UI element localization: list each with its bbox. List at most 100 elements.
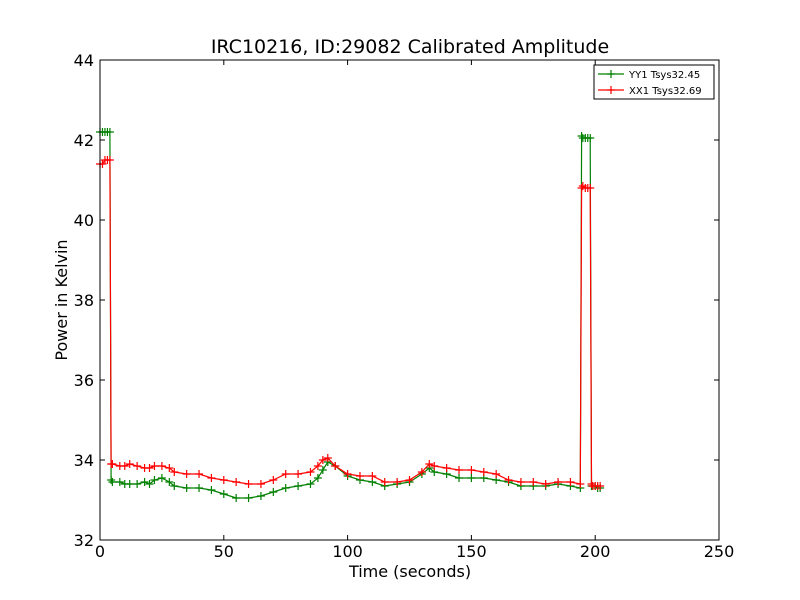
y-tick-label: 38 — [74, 291, 94, 310]
series-2 — [96, 156, 605, 490]
series-1-point — [467, 474, 476, 482]
series-1-point — [105, 128, 114, 136]
series-2-point — [442, 464, 451, 472]
series-1-point — [306, 480, 315, 488]
series-2-point — [479, 468, 488, 476]
series-2-point — [207, 474, 216, 482]
series-2-point — [586, 184, 595, 192]
series-2-point — [504, 476, 513, 484]
series-2-point — [425, 460, 434, 468]
x-tick-label: 200 — [580, 542, 611, 561]
series-1-point — [269, 488, 278, 496]
series-1-point — [313, 474, 322, 482]
y-tick-label: 44 — [74, 51, 94, 70]
series-2-point — [355, 472, 364, 480]
series-1-point — [294, 482, 303, 490]
legend-marker — [607, 86, 615, 94]
series-2-point — [294, 470, 303, 478]
legend-marker — [607, 70, 615, 78]
legend-entry-label: YY1 Tsys32.45 — [628, 70, 700, 81]
y-tick-label: 32 — [74, 531, 94, 550]
series-2-point — [125, 460, 134, 468]
series-1-point — [455, 474, 464, 482]
series-1-point — [281, 484, 290, 492]
series-2-point — [232, 478, 241, 486]
series-2-point — [554, 478, 563, 486]
series-2-point — [306, 468, 315, 476]
series-2-point — [145, 464, 154, 472]
plot-area — [96, 128, 605, 502]
series-2-point — [368, 472, 377, 480]
axis-ticks: 0 50 100 150 200 250 32 34 36 38 40 42 44 — [74, 51, 735, 561]
series-1-point — [125, 480, 134, 488]
series-2-point — [529, 478, 538, 486]
series-2-point — [165, 464, 174, 472]
series-2-point — [380, 478, 389, 486]
series-1-point — [108, 478, 117, 486]
series-1-point — [145, 480, 154, 488]
x-tick-label: 50 — [214, 542, 234, 561]
series-2-point — [541, 480, 550, 488]
series-1-point — [115, 478, 124, 486]
chart-title: IRC10216, ID:29082 Calibrated Amplitude — [211, 36, 609, 58]
series-1-point — [170, 482, 179, 490]
series-1-point — [256, 492, 265, 500]
series-2-point — [587, 480, 596, 488]
series-2-point — [133, 462, 142, 470]
series-2-point — [516, 478, 525, 486]
y-tick-label: 40 — [74, 211, 94, 230]
series-2-point — [170, 468, 179, 476]
series-2-point — [405, 476, 414, 484]
series-2-point — [576, 480, 585, 488]
series-1-point — [577, 132, 586, 140]
series-2-point — [281, 470, 290, 478]
series-1-point — [182, 484, 191, 492]
series-2-point — [343, 470, 352, 478]
series-1-point — [150, 476, 159, 484]
series-2-point — [313, 462, 322, 470]
series-2-point — [318, 456, 327, 464]
y-tick-label: 36 — [74, 371, 94, 390]
series-2-point — [150, 462, 159, 470]
legend-box — [593, 64, 715, 100]
series-1-point — [195, 484, 204, 492]
series-2-point — [323, 454, 332, 462]
series-1-point — [165, 478, 174, 486]
x-tick-label: 150 — [456, 542, 487, 561]
series-2-point — [256, 480, 265, 488]
series-2-point — [492, 470, 501, 478]
y-axis-label: Power in Kelvin — [52, 239, 71, 360]
legend-entry-label: XX1 Tsys32.69 — [629, 86, 702, 97]
x-tick-label: 100 — [332, 542, 363, 561]
series-2-point — [108, 460, 117, 468]
series-2-point — [120, 462, 129, 470]
series-2-point — [467, 466, 476, 474]
x-axis-label: Time (seconds) — [348, 562, 471, 581]
series-1-point — [586, 134, 595, 142]
series-1-point — [219, 490, 228, 498]
legend: YY1 Tsys32.45 XX1 Tsys32.69 — [593, 64, 715, 100]
series-2-point — [596, 482, 605, 490]
series-2-point — [417, 468, 426, 476]
series-2-point — [566, 478, 575, 486]
series-2-point — [195, 470, 204, 478]
series-1-point — [232, 494, 241, 502]
series-1-point — [244, 494, 253, 502]
y-tick-label: 42 — [74, 131, 94, 150]
series-2-point — [455, 466, 464, 474]
series-2-point — [331, 462, 340, 470]
y-tick-label: 34 — [74, 451, 94, 470]
x-tick-label: 0 — [95, 542, 105, 561]
series-1-point — [157, 474, 166, 482]
series-2-point — [219, 476, 228, 484]
series-1-point — [207, 486, 216, 494]
series-1-point — [133, 480, 142, 488]
series-2-point — [269, 476, 278, 484]
series-2-point — [157, 462, 166, 470]
series-1-point — [318, 466, 327, 474]
series-2-point — [393, 478, 402, 486]
series-2-point — [244, 480, 253, 488]
series-2-point — [182, 470, 191, 478]
series-2-point — [105, 156, 114, 164]
